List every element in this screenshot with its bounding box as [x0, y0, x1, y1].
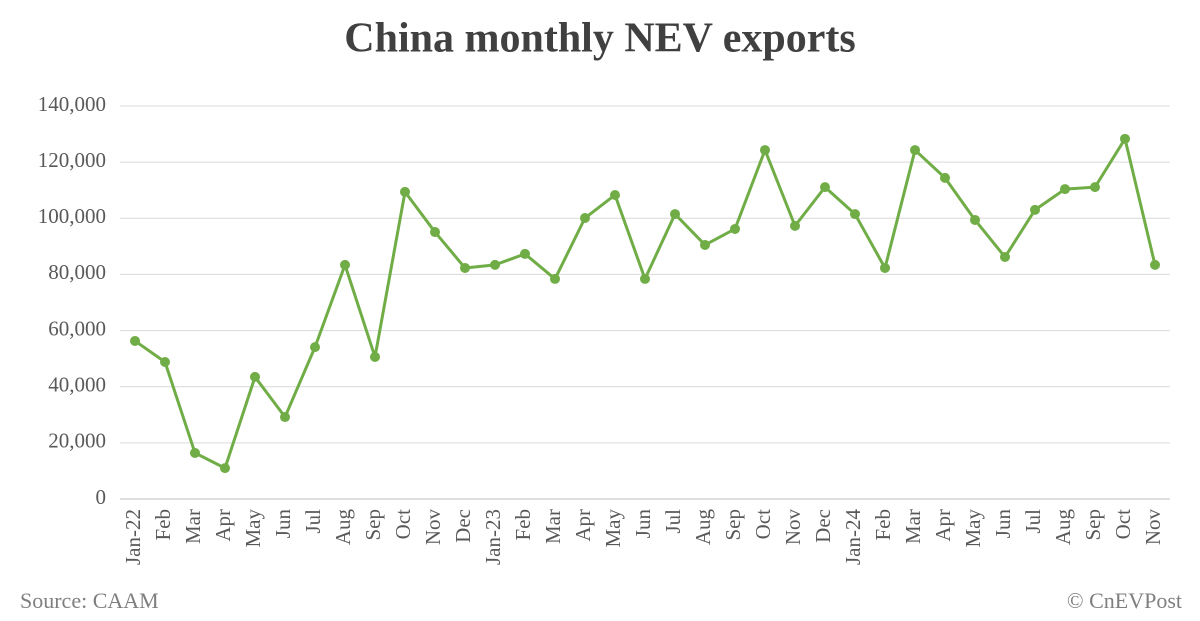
point	[820, 182, 830, 193]
point	[910, 145, 920, 156]
x-tick-label: Jan-24	[841, 509, 865, 565]
point	[1120, 133, 1130, 144]
point	[1060, 184, 1070, 195]
point	[760, 145, 770, 156]
point	[520, 248, 530, 259]
x-tick-label: Apr	[931, 509, 955, 542]
x-tick-label: Oct	[391, 509, 415, 539]
point	[490, 259, 500, 270]
x-tick-label: Feb	[871, 509, 895, 541]
point	[580, 213, 590, 224]
point	[160, 357, 170, 368]
y-tick-label: 80,000	[48, 260, 106, 284]
y-tick-label: 60,000	[48, 316, 106, 340]
y-tick-label: 120,000	[38, 148, 106, 172]
y-tick-label: 100,000	[38, 204, 106, 228]
x-tick-label: Nov	[781, 509, 805, 546]
x-tick-label: Jan-23	[481, 509, 505, 565]
point	[1150, 259, 1160, 270]
point	[1000, 252, 1010, 263]
point	[640, 273, 650, 284]
y-tick-label: 140,000	[38, 92, 106, 116]
point	[370, 351, 380, 362]
x-tick-label: May	[601, 509, 625, 548]
x-tick-label: Nov	[421, 509, 445, 546]
x-tick-label: Oct	[1111, 509, 1135, 539]
x-tick-label: Apr	[211, 509, 235, 542]
credit-note: © CnEVPost	[1067, 588, 1182, 613]
x-tick-label: Sep	[1081, 509, 1105, 541]
y-tick-label: 40,000	[48, 373, 106, 397]
x-tick-label: Jan-22	[121, 509, 145, 565]
point	[610, 189, 620, 200]
x-tick-label: Feb	[151, 509, 175, 541]
x-tick-label: Aug	[331, 509, 355, 546]
point	[340, 259, 350, 270]
point	[430, 227, 440, 238]
x-tick-label: Jul	[301, 509, 325, 534]
point	[190, 447, 200, 458]
point	[400, 186, 410, 197]
x-tick-label: Dec	[811, 509, 835, 543]
x-tick-label: Sep	[361, 509, 385, 541]
x-tick-label: Feb	[511, 509, 535, 541]
point	[970, 214, 980, 225]
point	[700, 239, 710, 250]
point	[730, 223, 740, 234]
y-tick-label: 20,000	[48, 429, 106, 453]
x-tick-label: Nov	[1141, 509, 1165, 546]
y-tick-label: 0	[96, 485, 107, 509]
point	[1090, 182, 1100, 193]
point	[310, 342, 320, 353]
x-tick-label: Mar	[901, 509, 925, 544]
x-tick-label: May	[961, 509, 985, 548]
x-tick-label: Jun	[631, 509, 655, 539]
x-tick-label: May	[241, 509, 265, 548]
x-tick-label: Dec	[451, 509, 475, 543]
point	[220, 463, 230, 474]
x-tick-label: Aug	[1051, 509, 1075, 546]
x-tick-label: Jun	[271, 509, 295, 539]
point	[850, 209, 860, 220]
point	[670, 209, 680, 220]
point	[880, 262, 890, 273]
x-tick-label: Aug	[691, 509, 715, 546]
x-tick-label: Oct	[751, 509, 775, 539]
point	[280, 412, 290, 423]
chart-title: China monthly NEV exports	[344, 16, 855, 62]
point	[460, 262, 470, 273]
x-tick-label: Mar	[181, 509, 205, 544]
x-tick-label: Jul	[1021, 509, 1045, 534]
point	[250, 371, 260, 382]
x-tick-label: Jun	[991, 509, 1015, 539]
point	[790, 220, 800, 231]
x-tick-label: Apr	[571, 509, 595, 542]
x-tick-label: Mar	[541, 509, 565, 544]
x-tick-label: Jul	[661, 509, 685, 534]
source-note: Source: CAAM	[20, 588, 159, 613]
point	[550, 273, 560, 284]
x-tick-label: Sep	[721, 509, 745, 541]
point	[1030, 204, 1040, 215]
point	[940, 172, 950, 183]
point	[130, 335, 140, 346]
